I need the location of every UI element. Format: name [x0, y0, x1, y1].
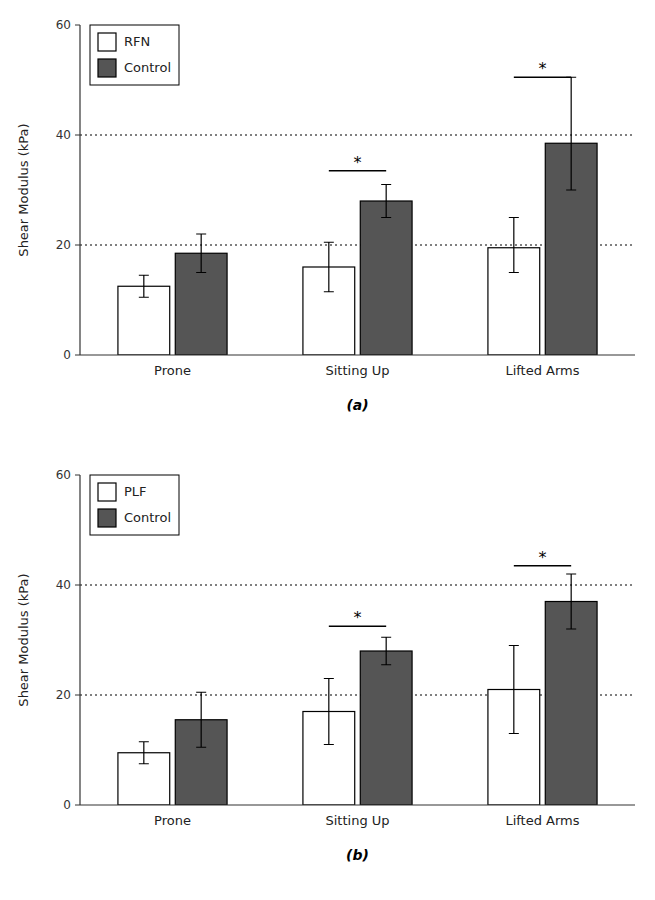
y-tick: [75, 135, 80, 136]
y-axis: [79, 25, 80, 355]
y-axis-label: Shear Modulus (kPa): [16, 123, 31, 256]
y-tick-label: 60: [56, 468, 71, 482]
page: {"chart_data": [ {"type": "bar", "subtit…: [0, 0, 655, 900]
bar: [545, 602, 597, 806]
y-axis: [79, 475, 80, 805]
x-axis: [80, 804, 635, 805]
error-bar: [509, 218, 519, 273]
error-bar: [139, 742, 149, 764]
y-tick: [75, 805, 80, 806]
error-bar: [381, 637, 391, 665]
legend-label: Control: [124, 510, 171, 525]
error-bar: [139, 275, 149, 297]
x-tick-label: Lifted Arms: [505, 363, 579, 378]
significance-label: *: [539, 548, 547, 567]
x-tick-label: Prone: [154, 363, 191, 378]
y-axis-label: Shear Modulus (kPa): [16, 573, 31, 706]
x-tick-label: Prone: [154, 813, 191, 828]
legend-frame: [90, 475, 179, 535]
y-tick: [75, 695, 80, 696]
legend-swatch: [98, 59, 116, 77]
y-tick-label: 20: [56, 238, 71, 252]
subtitle: (a): [346, 397, 368, 413]
bar: [360, 651, 412, 805]
panel: 0 20 40 60 Shear Modulus (kPa) * * Prone Sitting…: [16, 18, 635, 414]
reference-line: [80, 135, 635, 136]
y-tick: [75, 475, 80, 476]
y-tick-label: 60: [56, 18, 71, 32]
subtitle: (b): [346, 847, 369, 863]
legend-swatch: [98, 33, 116, 51]
error-bar: [566, 77, 576, 190]
x-tick-label: Sitting Up: [325, 813, 389, 828]
bar: [360, 201, 412, 355]
y-tick-label: 0: [63, 348, 71, 362]
significance-label: *: [354, 608, 362, 627]
y-tick-label: 20: [56, 688, 71, 702]
significance-label: *: [354, 153, 362, 172]
error-bar: [324, 242, 334, 292]
x-axis: [80, 354, 635, 355]
legend: RFN Control: [90, 25, 179, 85]
legend-frame: [90, 25, 179, 85]
x-tick-label: Lifted Arms: [505, 813, 579, 828]
error-bar: [509, 646, 519, 734]
reference-line: [80, 585, 635, 586]
y-tick-label: 40: [56, 578, 71, 592]
x-tick-label: Sitting Up: [325, 363, 389, 378]
plot-marks: [80, 566, 635, 805]
error-bar: [196, 234, 206, 273]
error-bar: [324, 679, 334, 745]
error-bar: [566, 574, 576, 629]
panel: 0 20 40 60 Shear Modulus (kPa) * * Prone Sitting…: [16, 468, 635, 864]
y-tick-label: 0: [63, 798, 71, 812]
legend-label: Control: [124, 60, 171, 75]
y-tick: [75, 355, 80, 356]
y-tick: [75, 585, 80, 586]
y-tick: [75, 25, 80, 26]
error-bar: [381, 185, 391, 218]
legend-swatch: [98, 509, 116, 527]
plot-marks: [80, 77, 635, 355]
y-tick: [75, 245, 80, 246]
legend: PLF Control: [90, 475, 179, 535]
y-tick-label: 40: [56, 128, 71, 142]
significance-label: *: [539, 59, 547, 78]
error-bar: [196, 692, 206, 747]
legend-label: PLF: [124, 484, 147, 499]
legend-label: RFN: [124, 34, 150, 49]
legend-swatch: [98, 483, 116, 501]
figure: 0 20 40 60 Shear Modulus (kPa) * * Prone Sitting…: [0, 0, 655, 900]
